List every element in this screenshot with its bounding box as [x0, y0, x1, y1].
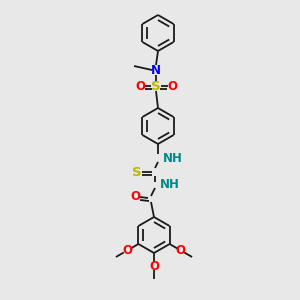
Text: O: O	[176, 244, 186, 257]
Text: S: S	[132, 166, 142, 178]
Text: S: S	[151, 80, 161, 92]
Text: O: O	[122, 244, 132, 257]
Text: O: O	[149, 260, 159, 272]
Text: O: O	[135, 80, 145, 92]
Text: NH: NH	[163, 152, 183, 164]
Text: O: O	[130, 190, 140, 203]
Text: NH: NH	[160, 178, 180, 191]
Text: O: O	[167, 80, 177, 92]
Text: N: N	[151, 64, 161, 77]
